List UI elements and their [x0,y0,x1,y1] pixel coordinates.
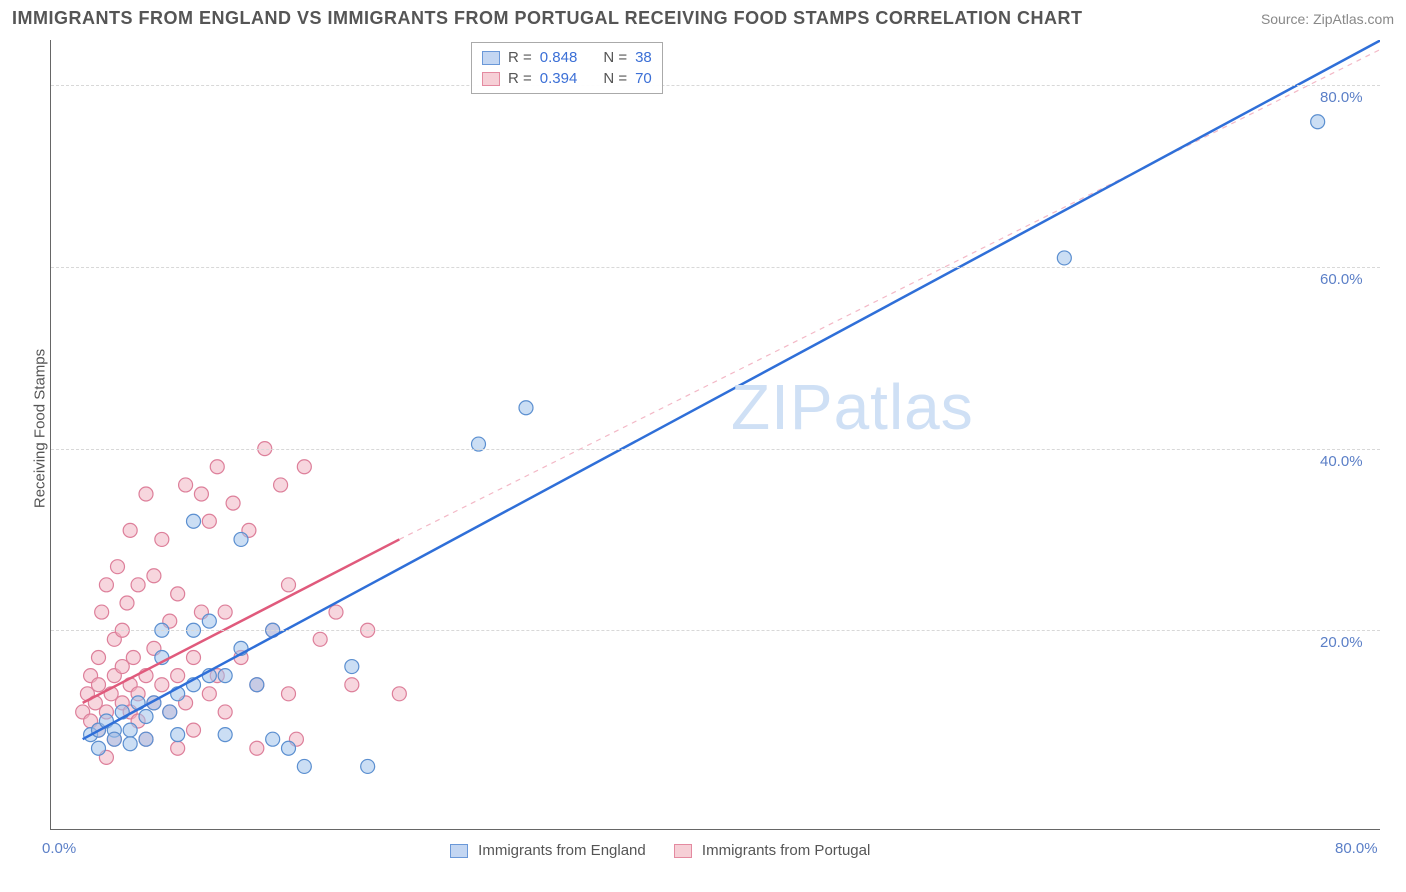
swatch-icon [482,51,500,65]
gridline [51,630,1380,631]
legend-label: Immigrants from Portugal [702,842,870,859]
scatter-point [99,578,113,592]
scatter-point [250,741,264,755]
swatch-icon [674,844,692,858]
scatter-point [139,487,153,501]
scatter-point [194,487,208,501]
scatter-point [123,523,137,537]
scatter-point [202,614,216,628]
scatter-point [218,705,232,719]
y-tick-label: 80.0% [1320,89,1363,106]
y-tick-label: 20.0% [1320,634,1363,651]
scatter-point [202,514,216,528]
chart-title: IMMIGRANTS FROM ENGLAND VS IMMIGRANTS FR… [12,8,1082,29]
y-tick-label: 60.0% [1320,271,1363,288]
y-tick-label: 40.0% [1320,453,1363,470]
scatter-point [147,569,161,583]
scatter-point [111,560,125,574]
scatter-point [274,478,288,492]
title-bar: IMMIGRANTS FROM ENGLAND VS IMMIGRANTS FR… [12,8,1394,29]
scatter-point [226,496,240,510]
scatter-point [171,587,185,601]
plot-inner: ZIPatlas [51,40,1380,829]
r-label: R = [508,70,532,87]
n-value: 70 [635,70,652,87]
scatter-point [163,705,177,719]
n-label: N = [603,70,627,87]
scatter-point [139,732,153,746]
scatter-point [92,678,106,692]
scatter-point [123,737,137,751]
scatter-point [139,709,153,723]
r-label: R = [508,49,532,66]
n-label: N = [603,49,627,66]
scatter-point [95,605,109,619]
scatter-point [266,732,280,746]
scatter-point [392,687,406,701]
scatter-point [210,460,224,474]
scatter-point [179,478,193,492]
scatter-point [345,660,359,674]
scatter-point [234,532,248,546]
source-label: Source: ZipAtlas.com [1261,11,1394,27]
x-tick-label-min: 0.0% [42,840,76,857]
scatter-point [1311,115,1325,129]
scatter-point [282,741,296,755]
scatter-point [92,650,106,664]
y-axis-label: Receiving Food Stamps [32,329,49,529]
scatter-point [155,678,169,692]
swatch-icon [482,72,500,86]
scatter-point [171,669,185,683]
scatter-point [250,678,264,692]
chart-container: IMMIGRANTS FROM ENGLAND VS IMMIGRANTS FR… [0,0,1406,892]
scatter-point [120,596,134,610]
x-tick-label-max: 80.0% [1335,840,1378,857]
scatter-point [345,678,359,692]
scatter-point [329,605,343,619]
scatter-point [131,578,145,592]
r-value: 0.394 [540,70,578,87]
legend-stats: R = 0.848 N = 38 R = 0.394 N = 70 [471,42,663,94]
scatter-point [92,741,106,755]
scatter-point [187,650,201,664]
chart-svg [51,40,1380,829]
scatter-point [297,759,311,773]
scatter-point [282,687,296,701]
scatter-point [519,401,533,415]
legend-item: Immigrants from England [450,842,646,859]
scatter-point [361,759,375,773]
scatter-point [313,632,327,646]
scatter-point [155,532,169,546]
scatter-point [187,514,201,528]
gridline [51,267,1380,268]
scatter-point [171,728,185,742]
n-value: 38 [635,49,652,66]
scatter-point [218,669,232,683]
regression-line [399,49,1380,539]
legend-label: Immigrants from England [478,842,646,859]
legend-series: Immigrants from England Immigrants from … [450,842,870,859]
r-value: 0.848 [540,49,578,66]
scatter-point [282,578,296,592]
scatter-point [218,728,232,742]
legend-item: Immigrants from Portugal [674,842,871,859]
scatter-point [202,687,216,701]
scatter-point [107,732,121,746]
plot-area: ZIPatlas R = 0.848 N = 38 R = 0.394 N = … [50,40,1380,830]
scatter-point [123,723,137,737]
scatter-point [297,460,311,474]
scatter-point [126,650,140,664]
legend-stats-row: R = 0.394 N = 70 [482,68,652,89]
gridline [51,449,1380,450]
scatter-point [187,723,201,737]
swatch-icon [450,844,468,858]
gridline [51,85,1380,86]
regression-line [83,40,1380,739]
scatter-point [171,741,185,755]
legend-stats-row: R = 0.848 N = 38 [482,47,652,68]
scatter-point [1057,251,1071,265]
scatter-point [218,605,232,619]
